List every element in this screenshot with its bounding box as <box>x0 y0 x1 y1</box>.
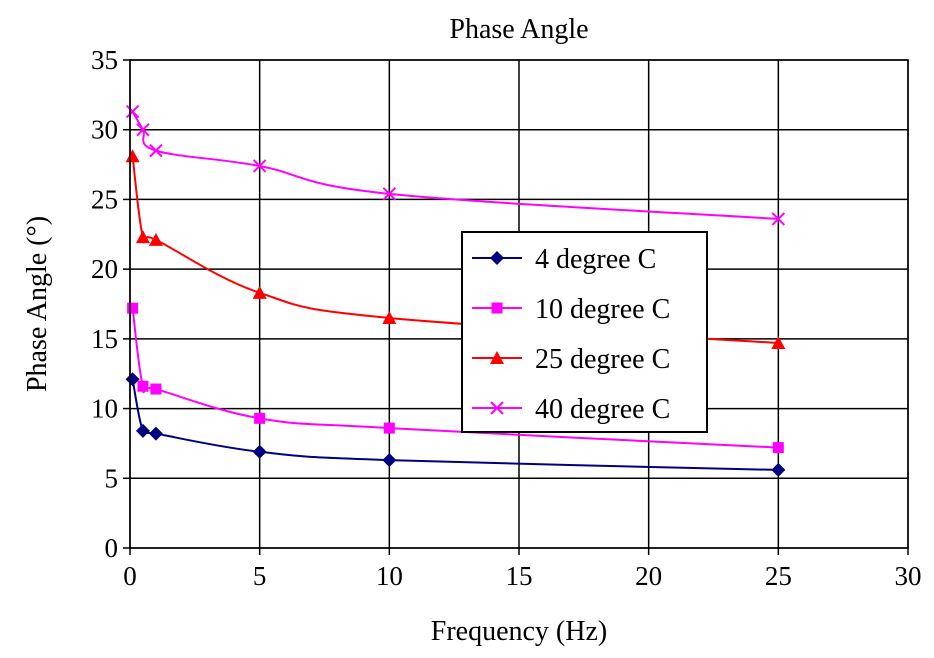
y-tick-label: 25 <box>91 184 118 214</box>
legend-label: 4 degree C <box>535 244 656 275</box>
data-point <box>252 444 267 459</box>
legend-item: 10 degree C <box>472 294 670 325</box>
legend-item: 40 degree C <box>472 394 670 425</box>
data-point <box>382 310 397 324</box>
data-point <box>135 423 150 438</box>
data-point <box>136 123 150 137</box>
y-tick-label: 35 <box>91 45 118 75</box>
data-point <box>137 380 149 392</box>
series-0 <box>125 372 786 477</box>
data-point <box>490 351 504 364</box>
data-point <box>149 143 163 158</box>
data-point <box>148 426 163 441</box>
chart-title: Phase Angle <box>449 14 588 45</box>
y-tick-label: 5 <box>105 463 119 493</box>
data-point <box>382 453 397 468</box>
tick-labels: 0 5 10 15 20 25 30 35 0 5 10 15 20 25 30 <box>91 45 922 591</box>
x-axis-label: Frequency (Hz) <box>431 616 607 647</box>
data-point <box>771 212 786 226</box>
data-point <box>135 230 150 244</box>
data-point <box>771 462 786 477</box>
data-point <box>491 302 503 314</box>
legend-box <box>461 231 708 433</box>
y-tick-label: 30 <box>91 115 118 145</box>
y-tick-label: 20 <box>91 254 118 284</box>
series-line <box>131 111 779 220</box>
x-tick-label: 30 <box>895 561 922 591</box>
data-point <box>252 285 267 299</box>
data-point <box>127 302 139 314</box>
legend-label: 40 degree C <box>535 394 670 425</box>
data-point <box>490 401 504 415</box>
data-point <box>382 187 397 201</box>
data-point <box>125 372 140 387</box>
data-point <box>150 383 162 395</box>
legend-label: 25 degree C <box>535 344 670 375</box>
legend-label: 10 degree C <box>535 294 670 325</box>
data-point <box>125 149 140 163</box>
data-point <box>125 104 140 119</box>
y-tick-label: 15 <box>91 324 118 354</box>
data-point <box>383 422 395 434</box>
x-tick-label: 10 <box>376 561 403 591</box>
legend-item: 25 degree C <box>472 344 670 375</box>
series-3 <box>125 104 786 226</box>
plot-area-border <box>129 59 909 549</box>
y-tick-label: 10 <box>91 394 118 424</box>
data-point <box>148 232 163 246</box>
x-tick-label: 25 <box>765 561 792 591</box>
x-tick-label: 0 <box>123 561 137 591</box>
x-tick-label: 5 <box>253 561 267 591</box>
x-tick-label: 20 <box>635 561 662 591</box>
data-point <box>771 336 786 350</box>
legend: 4 degree C 10 degree C 25 degree C 40 degre… <box>461 231 708 433</box>
data-point <box>490 251 504 265</box>
y-tick-label: 0 <box>105 533 119 563</box>
series-1 <box>127 302 784 454</box>
data-point <box>254 412 266 424</box>
legend-item: 4 degree C <box>472 244 656 275</box>
y-axis-label: Phase Angle (°) <box>22 216 53 392</box>
data-point <box>772 442 784 454</box>
x-tick-label: 15 <box>506 561 533 591</box>
data-point <box>252 159 267 173</box>
